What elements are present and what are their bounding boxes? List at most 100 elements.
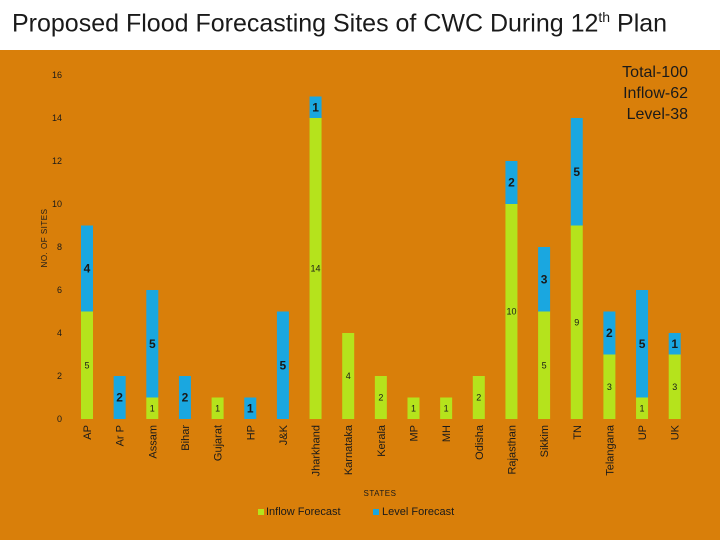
legend-swatch-level <box>373 509 379 515</box>
label-level-18: 1 <box>671 337 678 351</box>
category-label-16: Telangana <box>604 424 616 476</box>
legend-label-level: Level Forecast <box>382 506 454 518</box>
title-main: Proposed Flood Forecasting Sites of CWC … <box>12 9 599 38</box>
label-inflow-12: 2 <box>476 393 481 403</box>
label-inflow-9: 2 <box>378 393 383 403</box>
label-inflow-17: 1 <box>640 403 645 413</box>
total-level: Level-38 <box>626 106 688 123</box>
title-superscript: th <box>598 9 611 25</box>
label-level-3: 2 <box>182 391 189 405</box>
bar-inflow-14 <box>538 311 551 419</box>
page-title: Proposed Flood Forecasting Sites of CWC … <box>12 9 667 38</box>
label-level-6: 5 <box>280 358 287 372</box>
bar-level-16 <box>603 311 616 355</box>
y-tick-16: 16 <box>52 70 62 80</box>
bar-inflow-15 <box>570 225 583 419</box>
y-tick-0: 0 <box>57 414 62 424</box>
y-tick-8: 8 <box>57 242 62 252</box>
label-inflow-16: 3 <box>607 382 612 392</box>
category-label-1: Ar P <box>115 425 127 446</box>
label-inflow-11: 1 <box>444 403 449 413</box>
bar-inflow-12 <box>472 376 485 419</box>
label-inflow-0: 5 <box>84 360 89 370</box>
title-end: Plan <box>610 9 668 38</box>
bar-level-0 <box>81 225 93 312</box>
label-level-1: 2 <box>116 391 123 405</box>
category-label-5: HP <box>245 425 257 440</box>
label-level-16: 2 <box>606 326 613 340</box>
bar-level-7 <box>309 96 322 118</box>
bar-level-5 <box>244 397 257 419</box>
category-label-3: Bihar <box>180 425 192 451</box>
x-axis-title: STATES <box>364 489 397 498</box>
y-tick-14: 14 <box>52 113 62 123</box>
label-level-0: 4 <box>84 262 91 276</box>
category-label-2: Assam <box>147 425 159 459</box>
category-labels: AP Ar P Assam Bihar Gujarat HP J&K Jharkhand Kar… <box>82 424 682 476</box>
title-band: Proposed Flood Forecasting Sites of CWC … <box>0 0 720 50</box>
category-label-14: Sikkim <box>539 425 551 457</box>
bar-inflow-16 <box>603 354 616 419</box>
category-label-12: Odisha <box>474 424 486 460</box>
category-label-0: AP <box>82 425 94 440</box>
bar-level-14 <box>538 247 551 312</box>
bar-level-2 <box>146 290 159 398</box>
category-label-15: TN <box>572 425 584 440</box>
label-inflow-14: 5 <box>542 360 547 370</box>
label-inflow-4: 1 <box>215 403 220 413</box>
label-level-13: 2 <box>508 176 515 190</box>
label-level-14: 3 <box>541 272 548 286</box>
bar-level-13 <box>505 161 518 204</box>
bar-inflow-17 <box>636 397 649 419</box>
bar-level-15 <box>570 118 583 226</box>
label-inflow-8: 4 <box>346 371 351 381</box>
label-inflow-7: 14 <box>311 264 321 274</box>
label-level-15: 5 <box>573 165 580 179</box>
bar-inflow-0 <box>81 311 93 419</box>
label-inflow-10: 1 <box>411 403 416 413</box>
bar-inflow-8 <box>342 333 355 419</box>
category-label-17: UP <box>637 425 649 440</box>
total-inflow: Inflow-62 <box>623 85 688 102</box>
bars <box>81 96 681 419</box>
legend: Inflow Forecast Level Forecast <box>258 506 454 518</box>
label-level-2: 5 <box>149 337 156 351</box>
legend-swatch-inflow <box>258 509 264 515</box>
y-tick-4: 4 <box>57 328 62 338</box>
bar-level-6 <box>276 311 289 419</box>
category-label-13: Rajasthan <box>506 425 518 475</box>
y-tick-labels: 0 2 4 6 8 10 12 14 16 <box>52 70 62 424</box>
category-label-4: Gujarat <box>213 425 225 461</box>
bar-level-18 <box>668 333 681 355</box>
total-sites: Total-100 <box>622 64 688 81</box>
bar-level-17 <box>636 290 649 398</box>
bar-inflow-2 <box>146 397 159 419</box>
label-inflow-15: 9 <box>574 317 579 327</box>
category-label-9: Kerala <box>376 424 388 457</box>
bar-inflow-13 <box>505 204 518 419</box>
legend-label-inflow: Inflow Forecast <box>266 506 341 518</box>
y-tick-2: 2 <box>57 371 62 381</box>
y-tick-12: 12 <box>52 156 62 166</box>
label-level-7: 1 <box>312 100 319 114</box>
y-tick-6: 6 <box>57 285 62 295</box>
category-label-7: Jharkhand <box>311 425 323 476</box>
label-inflow-13: 10 <box>506 307 516 317</box>
category-label-10: MP <box>409 425 421 442</box>
bar-inflow-11 <box>440 397 453 419</box>
bar-inflow-9 <box>374 376 387 419</box>
bar-level-1 <box>113 376 126 419</box>
category-label-8: Karnataka <box>343 424 355 475</box>
bar-inflow-4 <box>211 397 224 419</box>
y-tick-10: 10 <box>52 199 62 209</box>
label-level-17: 5 <box>639 337 646 351</box>
y-axis-title: NO. OF SITES <box>40 209 49 268</box>
label-inflow-2: 1 <box>150 403 155 413</box>
bar-inflow-10 <box>407 397 420 419</box>
totals-annotation: Total-100 Inflow-62 Level-38 <box>560 62 688 125</box>
bar-level-3 <box>178 376 191 419</box>
category-label-18: UK <box>670 424 682 440</box>
bar-inflow-18 <box>668 354 681 419</box>
